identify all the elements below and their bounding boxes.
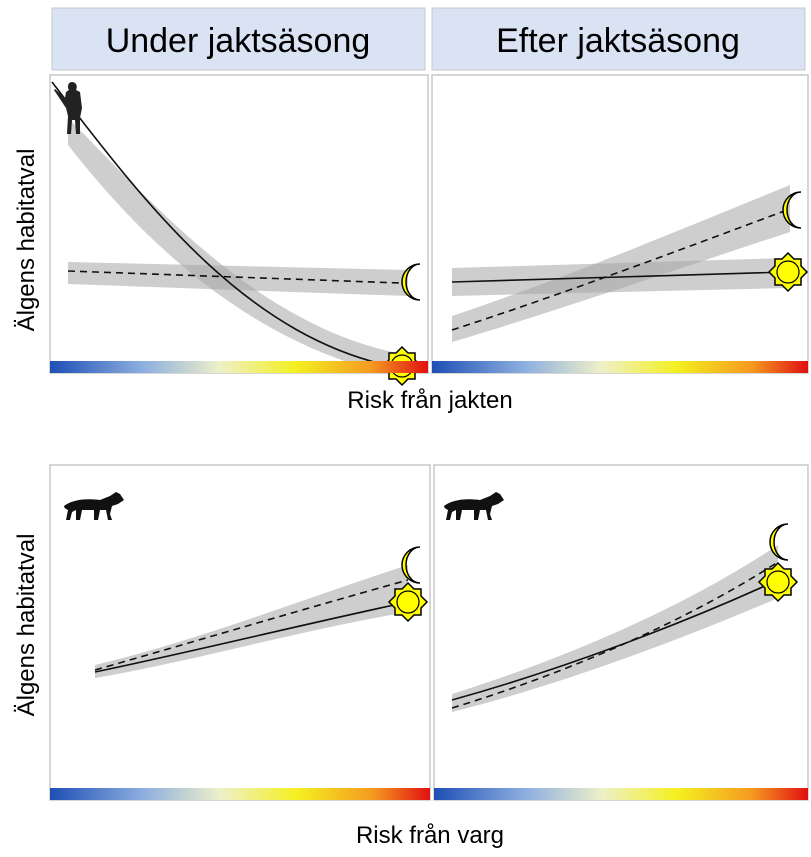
- figure: Under jaktsäsong Efter jaktsäsong Älgens…: [0, 0, 811, 857]
- y-axis-label: Älgens habitatval: [13, 149, 40, 332]
- risk-gradient: [50, 361, 428, 373]
- header-left: Under jaktsäsong: [106, 22, 371, 60]
- y-axis-label: Älgens habitatval: [13, 534, 40, 717]
- risk-gradient: [50, 788, 430, 800]
- risk-gradient: [432, 361, 808, 373]
- x-axis-label: Risk från jakten: [347, 387, 512, 414]
- sun-icon: [769, 253, 807, 291]
- header-right: Efter jaktsäsong: [496, 22, 740, 60]
- x-axis-label: Risk från varg: [356, 822, 504, 849]
- sun-icon: [389, 583, 427, 621]
- panel: [50, 75, 428, 373]
- risk-gradient: [434, 788, 808, 800]
- sun-icon: [759, 563, 797, 601]
